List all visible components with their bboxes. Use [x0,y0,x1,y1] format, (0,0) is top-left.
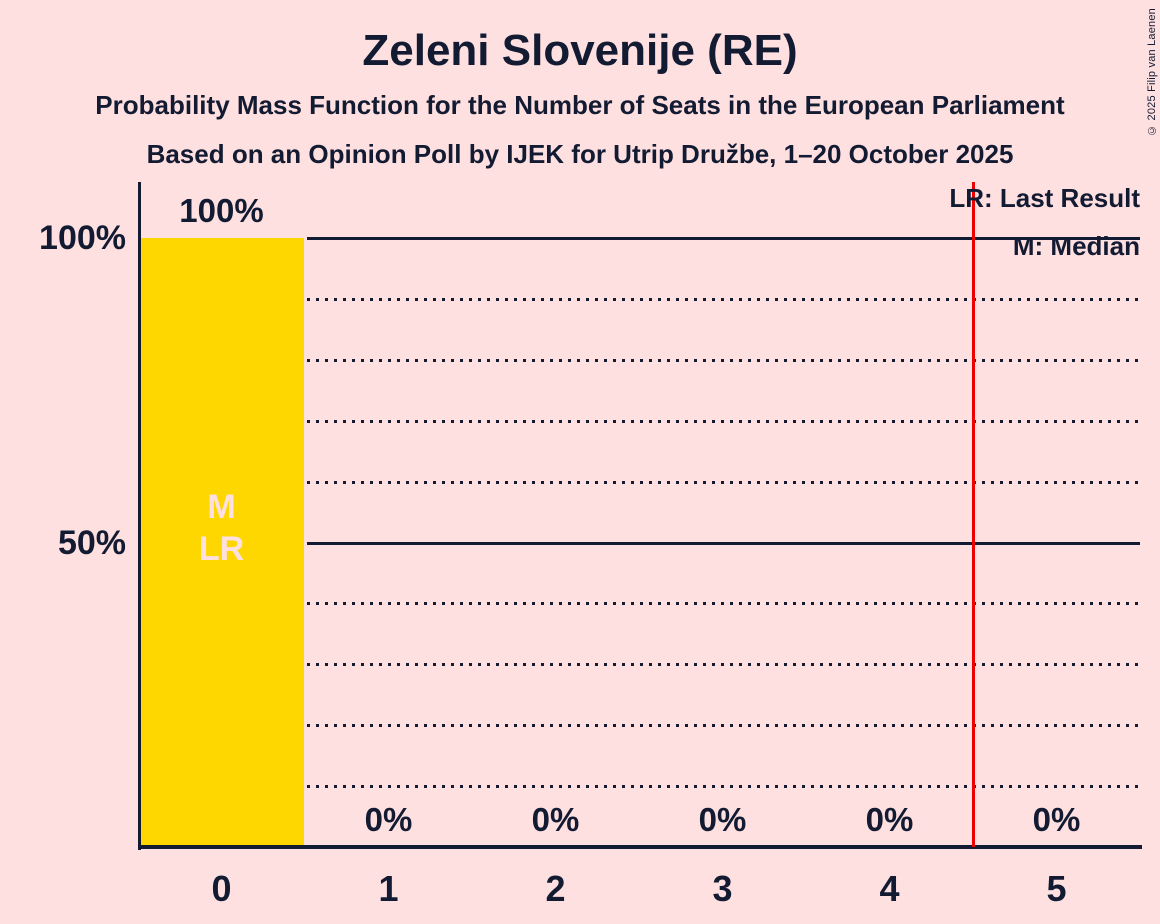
x-tick-label-2: 2 [545,868,566,909]
legend-median: M: Median [1012,231,1140,261]
bar-seats-0 [139,238,304,847]
value-label-seats-3: 0% [698,801,747,838]
x-tick-label-4: 4 [879,868,900,909]
x-axis-line [138,845,1142,849]
value-label-seats-5: 0% [1032,801,1081,838]
copyright-notice: © 2025 Filip van Laenen [1146,8,1158,136]
chart-subtitle: Probability Mass Function for the Number… [95,90,1065,120]
value-label-seats-2: 0% [531,801,580,838]
y-tick-label-100%: 100% [39,219,126,257]
gridline-dotted-80 [307,358,1140,362]
chart-poll-source: Based on an Opinion Poll by IJEK for Utr… [146,139,1014,169]
gridline-dotted-70 [307,419,1140,423]
gridline-dotted-60 [307,480,1140,484]
x-tick-label-3: 3 [712,868,733,909]
bar-annotation-line-m: M [207,488,236,526]
gridline-dotted-20 [307,724,1140,728]
x-tick-label-5: 5 [1046,868,1067,909]
value-label-seats-1: 0% [364,801,413,838]
chart-title: Zeleni Slovenije (RE) [362,26,798,75]
y-tick-label-50%: 50% [57,523,126,562]
last-result-line [971,182,975,847]
y-axis-line [138,182,141,850]
bar-annotation-median-lastresult: M LR [138,486,305,570]
gridline-dotted-40 [307,602,1140,606]
bar-annotation-line-lr: LR [198,530,245,568]
value-label-seats-0: 100% [179,192,264,229]
x-tick-label-1: 1 [378,868,399,909]
gridline-dotted-90 [307,297,1140,301]
gridline-solid-50 [307,541,1140,545]
x-tick-label-0: 0 [211,868,232,909]
legend-last-result: LR: Last Result [949,183,1140,213]
gridline-solid-100 [307,237,1140,240]
value-label-seats-4: 0% [865,801,914,838]
gridline-dotted-10 [307,785,1140,789]
gridline-dotted-30 [307,663,1140,667]
